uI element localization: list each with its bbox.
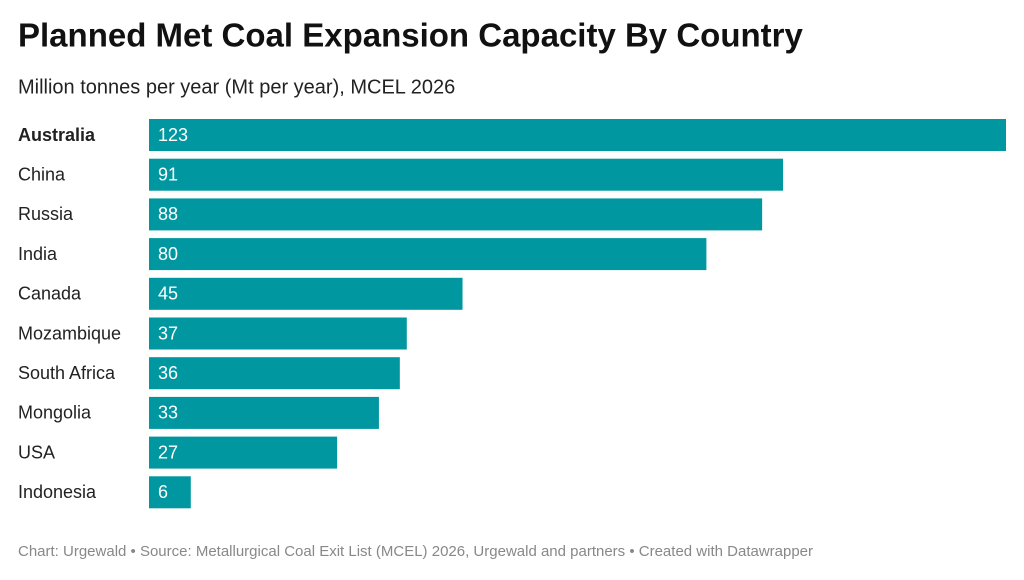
category-label: India xyxy=(18,244,58,264)
value-label: 80 xyxy=(158,244,178,264)
value-label: 27 xyxy=(158,442,178,462)
value-label: 123 xyxy=(158,125,188,145)
bar xyxy=(149,357,400,390)
category-label: Canada xyxy=(18,284,82,304)
category-label: USA xyxy=(18,442,55,462)
value-label: 91 xyxy=(158,164,178,184)
value-label: 36 xyxy=(158,363,178,383)
bar xyxy=(149,476,191,509)
bar xyxy=(149,317,407,350)
chart-footer: Chart: Urgewald • Source: Metallurgical … xyxy=(18,543,813,560)
category-label: Russia xyxy=(18,204,74,224)
value-label: 45 xyxy=(158,284,178,304)
category-label: Mongolia xyxy=(18,403,92,423)
value-label: 88 xyxy=(158,204,178,224)
category-label: Indonesia xyxy=(18,482,97,502)
value-label: 37 xyxy=(158,323,178,343)
category-label: Mozambique xyxy=(18,323,121,343)
category-label: China xyxy=(18,164,66,184)
bar xyxy=(149,158,784,191)
bar xyxy=(149,198,763,231)
bar xyxy=(149,238,707,271)
value-label: 33 xyxy=(158,403,178,423)
bar xyxy=(149,436,338,469)
bar xyxy=(149,396,379,429)
chart-subtitle: Million tonnes per year (Mt per year), M… xyxy=(18,76,455,98)
bar xyxy=(149,277,463,310)
category-label: Australia xyxy=(18,125,96,145)
category-label: South Africa xyxy=(18,363,116,383)
bar xyxy=(149,119,1006,151)
chart-title: Planned Met Coal Expansion Capacity By C… xyxy=(18,17,803,54)
value-label: 6 xyxy=(158,482,168,502)
